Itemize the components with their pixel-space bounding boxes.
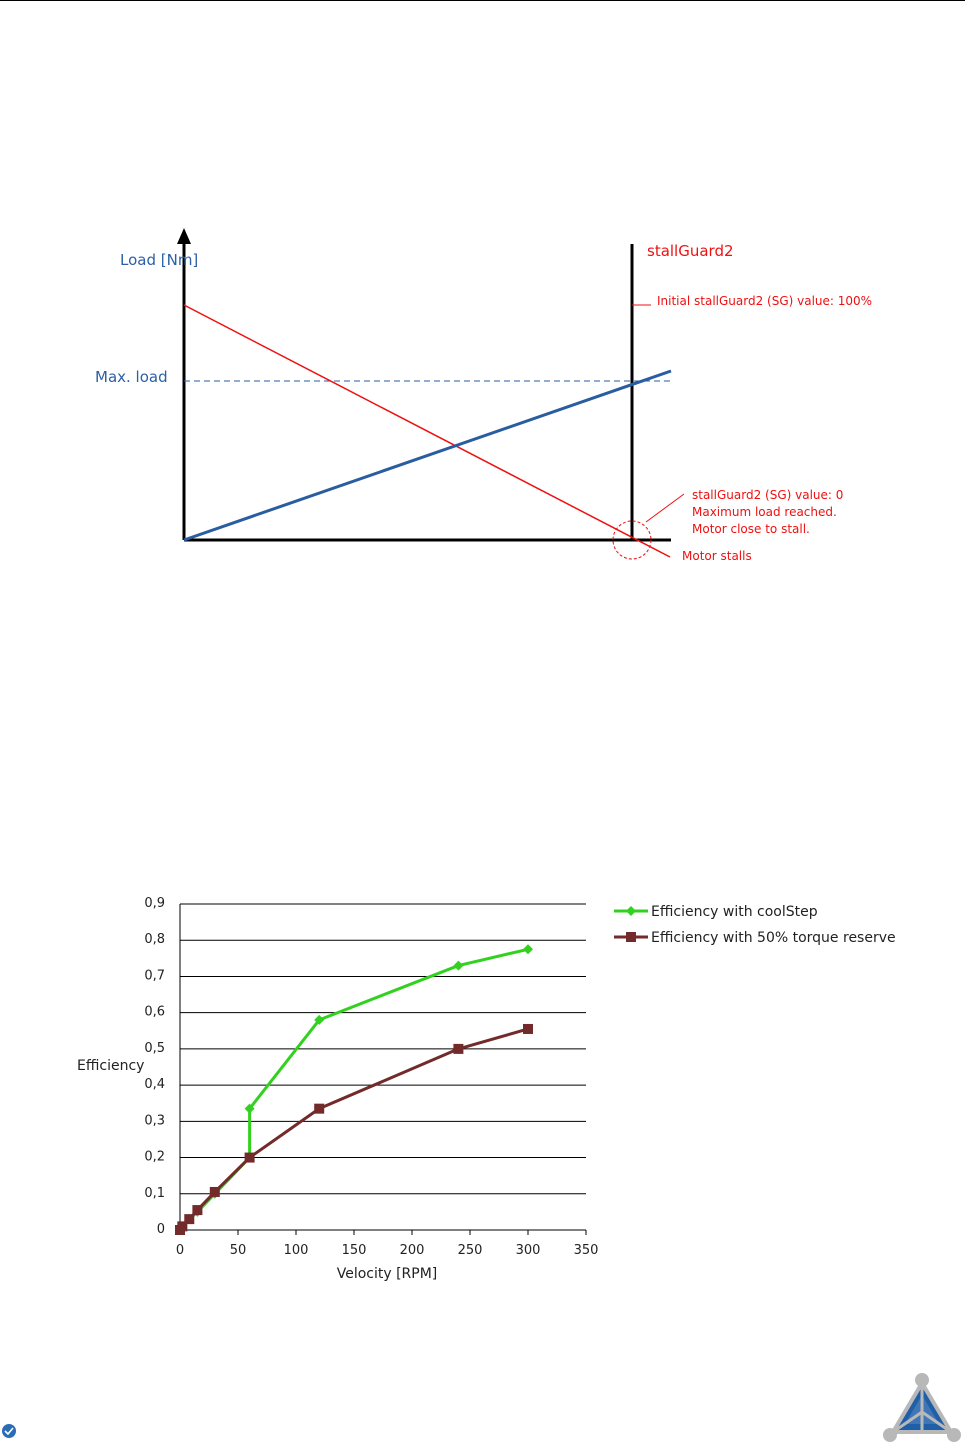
y-axis-arrow (177, 228, 191, 244)
y-axis-label: Efficiency (77, 1058, 144, 1074)
stallguard-title: stallGuard2 (647, 242, 734, 260)
sg-zero-line-1: stallGuard2 (SG) value: 0 (692, 488, 843, 502)
data-point (523, 1023, 533, 1034)
small-badge-icon (2, 1424, 16, 1438)
y-tick-label: 0,8 (144, 932, 165, 947)
chart-series (175, 944, 533, 1235)
y-tick-label: 0,1 (144, 1186, 165, 1201)
motor-stalls-label: Motor stalls (682, 549, 752, 563)
data-point (523, 944, 533, 955)
x-tick-label: 150 (342, 1243, 367, 1258)
data-point (453, 960, 464, 971)
load-line (183, 369, 672, 542)
y-tick-label: 0,2 (144, 1150, 165, 1165)
data-point (192, 1205, 203, 1216)
max-load-label: Max. load (95, 368, 168, 386)
data-point (209, 1186, 220, 1197)
data-point (177, 1221, 188, 1232)
sg-zero-leader (645, 493, 685, 523)
stallguard-diagram: Load [Nm] Max. load stallGuard2 Initial … (95, 228, 872, 563)
data-point (244, 1152, 255, 1163)
data-point (314, 1103, 325, 1114)
top-rule (0, 0, 965, 1)
y-tick-label: 0,5 (144, 1041, 165, 1056)
x-tick-label: 50 (230, 1243, 247, 1258)
y-tick-label: 0,7 (144, 968, 165, 983)
load-axis-label: Load [Nm] (120, 251, 198, 269)
chart-axes (179, 904, 587, 1235)
data-point (314, 1014, 325, 1025)
y-tick-label: 0,6 (144, 1005, 165, 1020)
y-tick-label: 0 (157, 1222, 165, 1237)
stallguard-value-line (183, 304, 671, 558)
x-axis-label: Velocity [RPM] (337, 1266, 438, 1282)
data-point (244, 1103, 255, 1114)
y-tick-labels: 0 0,1 0,2 0,3 0,4 0,5 0,6 0,7 0,8 0,9 (144, 896, 165, 1237)
x-tick-label: 0 (176, 1243, 184, 1258)
legend-label: Efficiency with 50% torque reserve (651, 930, 896, 946)
chart-grid (180, 903, 586, 1195)
stall-circle (612, 520, 652, 560)
triangle-logo (883, 1373, 961, 1442)
y-tick-label: 0,3 (144, 1113, 165, 1128)
y-tick-label: 0,9 (144, 896, 165, 911)
x-tick-label: 250 (458, 1243, 483, 1258)
chart-legend: Efficiency with coolStep Efficiency with … (614, 904, 896, 946)
sg-zero-line-2: Maximum load reached. (692, 505, 837, 519)
data-point (453, 1043, 464, 1054)
x-tick-label: 350 (574, 1243, 599, 1258)
legend-marker (626, 932, 636, 942)
data-point (184, 1214, 195, 1225)
y-tick-label: 0,4 (144, 1077, 165, 1092)
initial-sg-label: Initial stallGuard2 (SG) value: 100% (657, 294, 872, 308)
x-tick-label: 300 (516, 1243, 541, 1258)
sg-zero-line-3: Motor close to stall. (692, 522, 810, 536)
x-tick-labels: 0 50 100 150 200 250 300 350 (176, 1243, 599, 1258)
legend-marker (626, 906, 636, 916)
legend-label: Efficiency with coolStep (651, 904, 818, 920)
x-tick-label: 200 (400, 1243, 425, 1258)
x-tick-label: 100 (284, 1243, 309, 1258)
